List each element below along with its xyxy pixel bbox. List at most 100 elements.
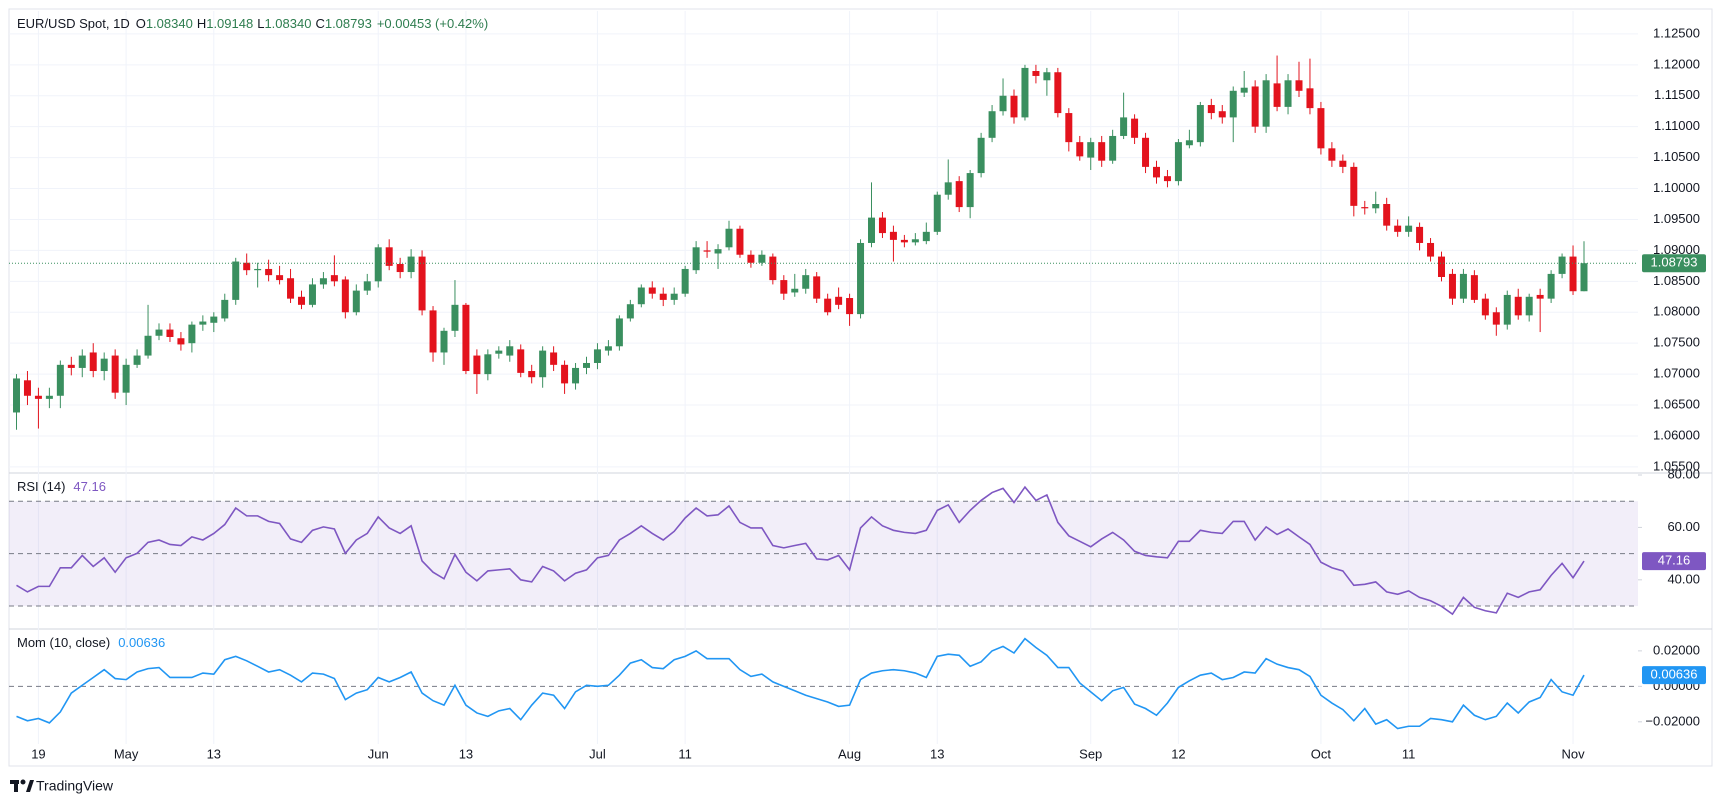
candle-body: [889, 231, 897, 240]
candle-body: [495, 350, 503, 354]
candle-body: [363, 281, 371, 291]
last-value-tag: 0.00636: [1651, 667, 1698, 682]
candle-body: [1383, 204, 1391, 226]
candle-body: [999, 95, 1007, 112]
candle-body: [648, 287, 656, 294]
candle-body: [802, 275, 810, 289]
candle-body: [374, 247, 382, 282]
x-tick-label: Oct: [1311, 746, 1332, 761]
candle-body: [111, 355, 119, 393]
candle-body: [210, 316, 218, 323]
candle-body: [944, 182, 952, 195]
x-tick-label: 13: [930, 746, 944, 761]
candle-body: [78, 355, 86, 368]
candle-body: [1098, 142, 1106, 161]
ohlc-label: L: [257, 16, 264, 31]
candle-body: [593, 349, 601, 363]
candle-body: [714, 249, 722, 254]
candle-body: [451, 304, 459, 331]
indicator-title: RSI (14): [17, 479, 65, 494]
candle-body: [1076, 142, 1084, 157]
symbol-title: EUR/USD Spot, 1D: [17, 16, 130, 31]
candle-body: [791, 288, 799, 293]
candle-body: [418, 256, 426, 311]
candle-body: [1043, 72, 1051, 81]
candle-body: [1142, 137, 1150, 167]
candle-body: [1273, 83, 1281, 107]
y-tick-label: 1.12000: [1653, 56, 1700, 71]
candle-body: [188, 324, 196, 344]
frame: [8, 8, 1713, 767]
candle-body: [166, 329, 174, 338]
candle-body: [1514, 296, 1522, 316]
candle-body: [1328, 148, 1336, 161]
candle-body: [835, 296, 843, 305]
legend: EUR/USD Spot, 1D O1.08340 H1.09148 L1.08340…: [17, 16, 488, 31]
candle-body: [626, 304, 634, 319]
candle-body: [23, 380, 31, 396]
candle-body: [308, 284, 316, 305]
candle-body: [1580, 263, 1588, 292]
candle-body: [1470, 275, 1478, 300]
candle-body: [1010, 95, 1018, 118]
candle-body: [1218, 111, 1226, 118]
candle-body: [922, 231, 930, 242]
x-tick-label: 11: [1402, 746, 1416, 761]
candle-body: [1459, 273, 1467, 299]
candle-body: [506, 346, 514, 356]
y-tick-label: 1.09000: [1653, 242, 1700, 257]
x-tick-label: 13: [207, 746, 221, 761]
candle-body: [1120, 117, 1128, 136]
candle-body: [1065, 113, 1073, 143]
candle-body: [747, 254, 755, 263]
indicator-value: 47.16: [73, 479, 106, 494]
candle-body: [429, 310, 437, 353]
candle-body: [1394, 225, 1402, 232]
candle-body: [1405, 225, 1413, 232]
y-tick-label: 60.00: [1667, 519, 1700, 534]
legend: Mom (10, close) 0.00636: [17, 635, 165, 650]
change-value: +0.00453 (+0.42%): [377, 16, 488, 31]
candle-body: [670, 293, 678, 300]
ohlc-label: H: [197, 16, 206, 31]
candle-body: [319, 278, 327, 285]
candle-body: [681, 268, 689, 294]
candle-body: [857, 242, 865, 315]
indicator-title: Mom (10, close): [17, 635, 110, 650]
y-tick-label: 1.11000: [1654, 118, 1700, 133]
ohlc-value: 1.08340: [264, 16, 311, 31]
candle-body: [221, 299, 229, 319]
candle-body: [933, 194, 941, 232]
ohlc-label: O: [136, 16, 146, 31]
candle-body: [539, 350, 547, 378]
candle-body: [341, 279, 349, 313]
candle-body: [1109, 135, 1117, 161]
candle-body: [396, 264, 404, 273]
candle-body: [1174, 142, 1182, 182]
indicator-line: [16, 485, 1585, 616]
candle-body: [1361, 207, 1369, 209]
candle-body: [1196, 105, 1204, 143]
candle-body: [1317, 108, 1325, 149]
candle-body: [692, 247, 700, 271]
candle-body: [298, 296, 305, 305]
candle-body: [1525, 296, 1533, 316]
last-price-tag: 1.08793: [1651, 255, 1698, 270]
y-tick-label: 1.08500: [1653, 273, 1700, 288]
candle-body: [780, 280, 788, 294]
candle-body: [89, 352, 97, 372]
candle-body: [703, 250, 711, 252]
y-tick-label: 1.08000: [1653, 304, 1700, 319]
candle-body: [517, 349, 525, 373]
candle-body: [1558, 256, 1566, 274]
candle-body: [1021, 67, 1029, 118]
candle-body: [1547, 273, 1555, 299]
candle-body: [1185, 140, 1193, 146]
candle-body: [1207, 105, 1215, 114]
candle-body: [155, 329, 163, 336]
candle-body: [1131, 118, 1139, 138]
ohlc-label: C: [315, 16, 324, 31]
candle-body: [528, 371, 536, 378]
